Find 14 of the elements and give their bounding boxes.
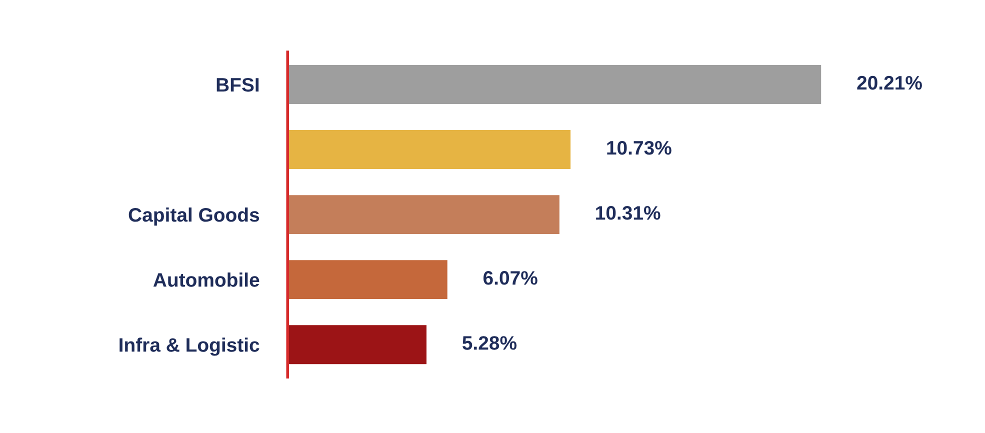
data-label: 5.28%: [462, 336, 517, 350]
bar: [288, 194, 561, 236]
data-label: 20.21%: [857, 76, 922, 90]
data-label: 10.73%: [607, 140, 672, 155]
y-tick-label: Automobile: [153, 272, 260, 287]
y-tick-label: BFSI: [216, 78, 259, 92]
data-label: 10.31%: [596, 206, 660, 220]
y-tick-label: Infra & Logistic: [120, 338, 260, 356]
data-label: 6.07%: [483, 271, 538, 285]
bar: [288, 64, 822, 106]
bar: [288, 324, 428, 366]
bar: [288, 258, 449, 300]
y-tick-label: Capital Goods: [128, 208, 260, 226]
bar: [288, 128, 572, 170]
